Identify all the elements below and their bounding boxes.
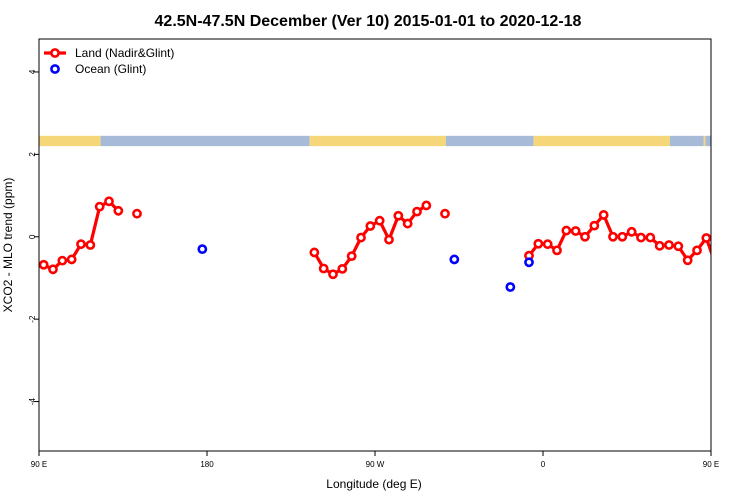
x-tick-label: 90 W [366, 460, 385, 469]
data-point-ocean [449, 254, 460, 265]
x-axis-label: Longitude (deg E) [326, 477, 421, 491]
data-point-land [421, 200, 432, 211]
data-point-land [552, 245, 562, 256]
y-tick-label: 2 [28, 152, 37, 157]
band-segment-land [533, 135, 670, 147]
data-point-land [740, 256, 747, 263]
data-point-ocean [197, 244, 208, 255]
band-segment-ocean [669, 135, 704, 147]
x-tick-label: 0 [541, 460, 546, 469]
data-point-land [570, 226, 581, 236]
data-point-land [374, 215, 385, 226]
data-point-land [589, 220, 600, 231]
band-segment-ocean [100, 135, 310, 147]
y-axis-label: XCO2 - MLO trend (ppm) [1, 178, 15, 313]
data-point-land [654, 240, 665, 251]
data-point-land [337, 263, 348, 274]
data-point-land [617, 231, 628, 242]
data-point-land [673, 241, 684, 252]
y-tick-label: 0 [28, 234, 37, 239]
data-point-land [346, 251, 357, 262]
legend: Land (Nadir&Glint) Ocean (Glint) [44, 46, 174, 76]
legend-label: Ocean (Glint) [75, 62, 146, 76]
x-tick-label: 180 [200, 460, 214, 469]
data-point-land [85, 240, 96, 250]
data-point-land [328, 269, 338, 280]
data-point-land [356, 232, 366, 243]
data-point-land [561, 225, 572, 236]
series-layer [39, 196, 747, 292]
data-point-land [710, 263, 711, 267]
data-point-land [393, 210, 404, 221]
data-point-land [598, 210, 609, 220]
y-tick-label: 4 [28, 69, 37, 74]
x-axis: 90 E 180 90 W 0 90 E [31, 451, 719, 469]
x-tick-label: 90 E [703, 460, 719, 469]
band-segment-land [39, 135, 101, 147]
data-point-land [365, 221, 376, 231]
data-point-land [39, 259, 49, 270]
data-point-land [542, 239, 553, 250]
data-point-land [76, 239, 86, 250]
data-point-land [402, 218, 413, 229]
band-segment-land [309, 135, 446, 147]
legend-label: Land (Nadir&Glint) [75, 46, 174, 60]
data-point-land [682, 255, 693, 266]
legend-marker [50, 48, 60, 58]
data-point-land [132, 208, 142, 219]
band-segment-ocean [445, 135, 534, 147]
data-point-land [701, 233, 711, 243]
data-point-land [626, 226, 637, 237]
y-tick-label: -4 [28, 397, 37, 405]
data-point-land [721, 266, 728, 273]
x-tick-label: 90 E [31, 460, 47, 469]
data-point-land [113, 205, 124, 216]
data-point-land [66, 254, 77, 265]
data-point-land [440, 208, 450, 219]
data-point-land [580, 231, 590, 242]
data-point-land [692, 245, 702, 256]
data-point-ocean [524, 257, 534, 268]
band-segment-ocean [705, 135, 711, 147]
data-point-land [48, 264, 58, 275]
y-axis: -4 -2 0 2 4 [28, 69, 39, 405]
data-point-land [309, 247, 320, 258]
plot-frame [38, 38, 712, 452]
land-ocean-band [39, 135, 711, 147]
data-point-land [384, 234, 394, 245]
data-point-land [318, 263, 329, 274]
series-line-land [42, 199, 120, 271]
data-point-land [57, 255, 68, 266]
legend-marker [50, 64, 60, 74]
data-point-land [608, 231, 618, 242]
band-segment-land [703, 135, 706, 147]
series-line-land [312, 204, 428, 276]
data-point-land [731, 257, 738, 264]
data-point-land [645, 232, 656, 243]
data-point-land [664, 240, 674, 250]
data-point-land [94, 201, 105, 212]
data-point-land [412, 206, 422, 217]
data-point-land [533, 238, 544, 249]
data-point-land [104, 196, 114, 207]
chart-title: 42.5N-47.5N December (Ver 10) 2015-01-01… [155, 13, 582, 30]
data-point-land [636, 232, 646, 243]
data-point-ocean [505, 282, 516, 292]
y-tick-label: -2 [28, 315, 37, 323]
